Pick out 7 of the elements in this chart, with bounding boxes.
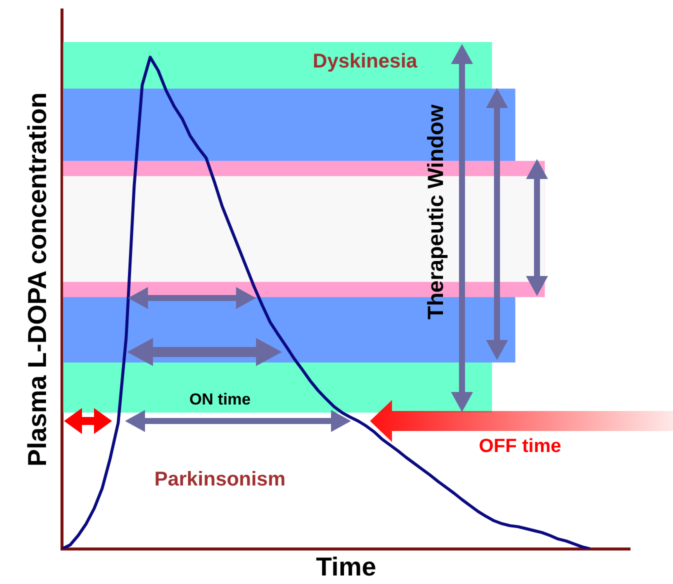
annotation: ON time — [189, 391, 251, 408]
annotation: Parkinsonism — [154, 468, 286, 491]
x-axis-title: Time — [316, 552, 376, 582]
annotation: Dyskinesia — [312, 50, 418, 73]
y-axis-title: Plasma L-DOPA concentration — [22, 92, 52, 466]
annotation: Therapeutic Window — [423, 104, 448, 320]
annotation: OFF time — [478, 436, 562, 458]
